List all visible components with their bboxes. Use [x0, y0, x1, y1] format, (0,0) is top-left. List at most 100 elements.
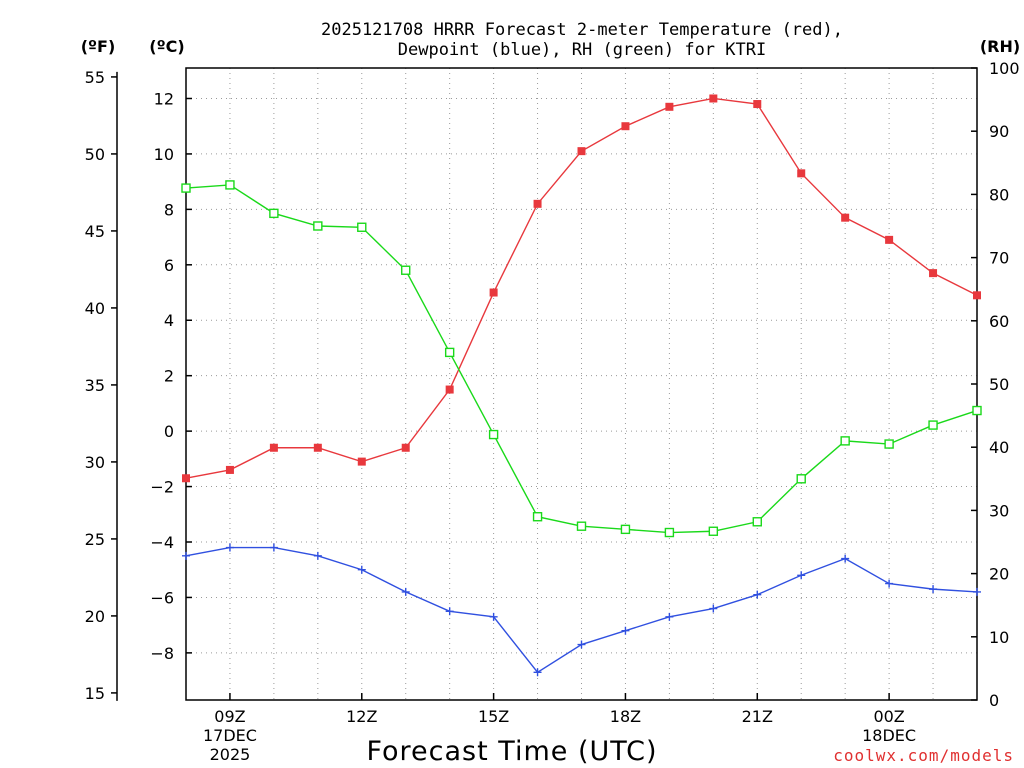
- rh-point: [313, 221, 323, 231]
- dewpoint-point: [489, 612, 498, 621]
- dewpoint-point: [621, 626, 630, 635]
- temperature-point: [577, 147, 586, 156]
- x-tick-label: 2025: [210, 745, 251, 764]
- fahrenheit-tick-label: 40: [85, 299, 105, 318]
- rh-unit-label: (RH): [980, 37, 1020, 56]
- rh-point: [884, 439, 894, 449]
- rh-point: [620, 524, 631, 535]
- temperature-point: [182, 474, 190, 483]
- rh-tick-label: 20: [989, 565, 1009, 584]
- temperature-point: [225, 465, 234, 474]
- dewpoint-point: [841, 554, 850, 563]
- temperature-point: [753, 100, 762, 109]
- temperature-point: [885, 235, 894, 244]
- temperature-point: [357, 457, 366, 466]
- rh-point: [796, 474, 806, 484]
- x-tick-label: 18Z: [610, 707, 641, 726]
- dewpoint-point: [313, 551, 322, 560]
- temperature-point: [313, 443, 322, 452]
- axes: [111, 67, 978, 701]
- dewpoint-point: [182, 551, 190, 560]
- temperature-point: [797, 169, 806, 178]
- temperature-series: [182, 94, 981, 483]
- celsius-tick-label: 0: [164, 422, 174, 441]
- temperature-point: [621, 122, 630, 131]
- temperature-point: [489, 288, 498, 297]
- dewpoint-point: [577, 640, 586, 649]
- dewpoint-point: [753, 590, 762, 599]
- data-series: [181, 94, 982, 677]
- dewpoint-point: [533, 668, 542, 677]
- x-tick-label: 12Z: [346, 707, 377, 726]
- rh-point: [840, 436, 850, 446]
- credit-text: coolwx.com/models: [833, 746, 1014, 765]
- rh-series: [181, 180, 982, 538]
- dewpoint-series: [182, 543, 981, 677]
- dewpoint-point: [709, 604, 718, 613]
- rh-point: [225, 180, 235, 190]
- celsius-tick-label: −6: [150, 588, 174, 607]
- celsius-tick-label: 2: [164, 367, 174, 386]
- rh-point: [444, 347, 455, 358]
- rh-point: [401, 265, 411, 275]
- temperature-point: [445, 385, 454, 394]
- rh-point: [576, 521, 587, 531]
- celsius-tick-label: 8: [164, 200, 174, 219]
- rh-tick-label: 50: [989, 375, 1009, 394]
- chart-title-line-2: Dewpoint (blue), RH (green) for KTRI: [398, 40, 766, 60]
- x-tick-label: 15Z: [478, 707, 509, 726]
- temperature-point: [841, 213, 850, 222]
- rh-point: [357, 222, 367, 232]
- x-tick-label: 21Z: [742, 707, 773, 726]
- temperature-point: [665, 102, 674, 111]
- dewpoint-point: [269, 543, 278, 552]
- rh-point: [488, 429, 499, 440]
- celsius-tick-label: −8: [150, 644, 174, 663]
- fahrenheit-unit-label: (ºF): [81, 37, 116, 56]
- rh-point: [269, 208, 279, 219]
- rh-tick-label: 30: [989, 501, 1009, 520]
- dewpoint-point: [797, 571, 806, 580]
- fahrenheit-tick-label: 15: [85, 684, 105, 703]
- dewpoint-point: [885, 579, 894, 588]
- rh-tick-label: 60: [989, 312, 1009, 331]
- fahrenheit-tick-label: 35: [85, 376, 105, 395]
- temperature-point: [269, 443, 278, 452]
- rh-tick-label: 80: [989, 185, 1009, 204]
- fahrenheit-tick-label: 30: [85, 453, 105, 472]
- rh-point: [181, 183, 191, 193]
- dewpoint-point: [357, 565, 366, 574]
- rh-point: [928, 420, 938, 430]
- rh-point: [708, 526, 719, 536]
- temperature-point: [533, 199, 542, 208]
- rh-point: [664, 527, 675, 538]
- fahrenheit-tick-label: 45: [85, 222, 105, 241]
- rh-tick-label: 0: [989, 691, 999, 710]
- celsius-tick-label: 10: [154, 145, 174, 164]
- rh-tick-label: 70: [989, 249, 1009, 268]
- tick-labels: 555045403530252015121086420−2−4−6−810090…: [85, 59, 1020, 764]
- temperature-point: [401, 443, 410, 452]
- rh-point: [752, 517, 762, 527]
- dewpoint-point: [445, 607, 454, 616]
- chart-title-line-1: 2025121708 HRRR Forecast 2-meter Tempera…: [321, 20, 843, 40]
- temperature-point: [929, 269, 938, 278]
- fahrenheit-tick-label: 20: [85, 607, 105, 626]
- celsius-unit-label: (ºC): [149, 37, 184, 56]
- fahrenheit-tick-label: 55: [85, 68, 105, 87]
- chart-title: 2025121708 HRRR Forecast 2-meter Tempera…: [321, 20, 843, 60]
- celsius-tick-label: −2: [150, 478, 174, 497]
- fahrenheit-tick-label: 25: [85, 530, 105, 549]
- rh-tick-label: 10: [989, 628, 1009, 647]
- dewpoint-point: [665, 612, 674, 621]
- celsius-tick-label: 4: [164, 311, 174, 330]
- rh-tick-label: 90: [989, 122, 1009, 141]
- celsius-tick-label: 12: [154, 89, 174, 108]
- dewpoint-point: [929, 585, 938, 594]
- rh-point: [532, 512, 543, 522]
- dewpoint-point: [973, 587, 981, 596]
- dewpoint-point: [401, 587, 410, 596]
- x-tick-label: 09Z: [214, 707, 245, 726]
- x-axis-label: Forecast Time (UTC): [366, 736, 657, 767]
